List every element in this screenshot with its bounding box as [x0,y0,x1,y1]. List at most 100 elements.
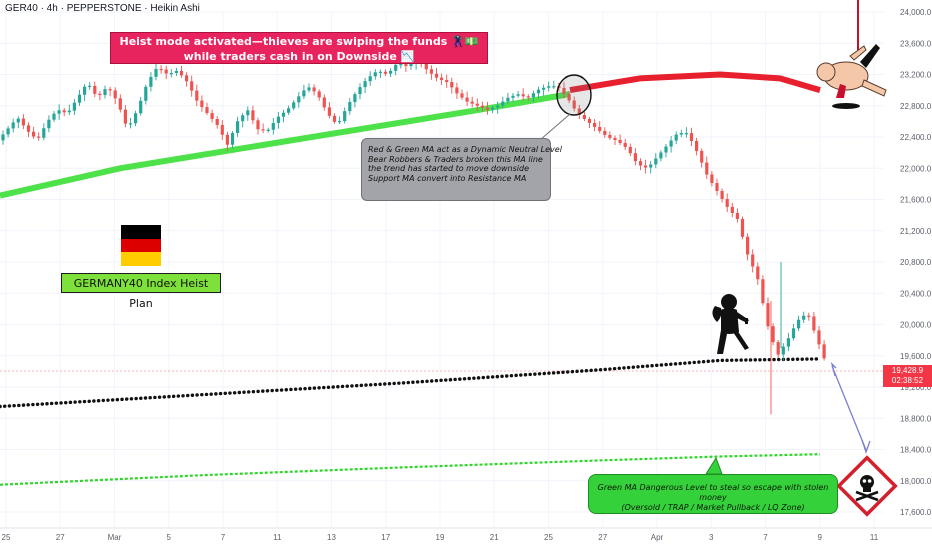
candle-body [383,71,388,74]
ma-line [0,91,571,199]
candle-body [751,254,755,267]
y-tick-label: 19,200.0 [900,383,932,392]
x-tick-label: 27 [56,533,65,542]
candle-body [623,142,627,147]
x-tick-label: 7 [221,533,226,542]
candle-body [506,97,510,102]
candle-body [93,85,97,94]
y-tick-label: 20,400.0 [900,289,932,298]
candle-body [281,112,286,117]
candle-body [501,101,505,106]
y-tick-label: 22,000.0 [900,164,932,173]
candle-body [332,115,337,122]
candle-body [526,96,530,98]
x-tick-label: 13 [327,533,336,542]
price-axis[interactable]: 17,600.0 18,000.0 18,400.0 18,800.0 19,200.0… [883,0,932,550]
candle-body [225,134,229,145]
candle-body [241,115,245,122]
candle-body [587,118,592,123]
x-tick-label: 11 [870,533,879,542]
time-axis[interactable]: 25 27 Mar 5 7 11 13 17 19 21 25 27 Apr 3 7 9 11 [0,527,932,542]
candle-body [297,96,301,103]
x-tick-label: Apr [651,533,664,542]
candle-body [511,95,515,98]
callout-line: Bear Robbers & Traders broken this MA li… [368,154,543,164]
candle-body [649,164,653,168]
bar-countdown: 02:38:52 [891,376,924,385]
x-tick-label: 17 [381,533,390,542]
symbol-title[interactable]: GER40 · 4h · PEPPERSTONE · Heikin Ashi [5,3,200,14]
x-tick-label: 25 [2,533,11,542]
y-tick-label: 24,000.0 [900,8,932,17]
candle-body [409,63,413,67]
falling-man-icon [816,0,887,109]
candle-body [547,86,551,88]
ma-line [0,357,822,409]
candle-body [618,139,622,143]
y-tick-label: 23,600.0 [900,39,932,48]
x-tick-label: 5 [167,533,172,542]
y-tick-label: 18,000.0 [900,477,932,486]
x-tick-label: 7 [763,533,768,542]
candle-body [287,108,291,113]
candle-body [455,87,459,94]
y-tick-label: 23,200.0 [900,71,932,80]
candle-body [327,107,331,116]
candle-body [679,133,683,135]
heist-plan-label: GERMANY40 Index Heist Plan [61,273,221,310]
candle-body [817,330,821,345]
candle-body [47,119,51,129]
candle-body [389,70,393,74]
candle-body [531,93,535,98]
candle-body [312,87,316,92]
y-tick-label: 21,600.0 [900,196,932,205]
candle-body [740,218,745,237]
candle-body [460,93,464,98]
callout-line: Support MA convert into Resistance MA [368,173,527,183]
candle-body [230,132,235,145]
candle-body [404,64,408,67]
candle-body [735,212,739,219]
candle-body [185,75,189,82]
candle-body [251,110,255,121]
green-note-line-1: Green MA Dangerous Level to steal so esc… [597,483,829,502]
candle-body [552,86,556,88]
y-tick-label: 22,400.0 [900,133,932,142]
candle-body [475,103,479,106]
candle-body [669,140,673,147]
candle-body [710,174,714,184]
target-arrow [831,365,867,451]
candle-body [822,344,826,359]
candle-body [582,115,586,119]
candle-body [338,121,342,123]
green-note-line-2: (Oversold / TRAP / Market Pullback / LQ … [621,503,805,512]
heist-banner: Heist mode activated—thieves are swiping… [110,32,488,64]
callout-line: Red & Green MA act as a Dynamic Neutral … [368,145,562,154]
candle-body [480,105,484,108]
candle-body [52,113,56,120]
candle-body [521,94,525,97]
candle-body [440,77,444,81]
candle-body [720,190,724,199]
candle-body [746,236,750,255]
candle-body [684,133,688,135]
candle-body [363,81,367,88]
target-arrow-tail [830,361,837,377]
candle-body [577,108,581,116]
y-tick-label: 20,800.0 [900,258,932,267]
candle-body [353,94,357,103]
candle-body [516,94,520,96]
candle-body [210,113,214,120]
candle-body [781,346,785,355]
candle-body [434,73,439,78]
candle-body [246,110,250,116]
candle-body [118,98,122,110]
candle-body [542,87,546,90]
candle-body [496,105,500,108]
x-tick-label: 27 [598,533,607,542]
candle-body [613,137,617,140]
candle-body [689,133,694,142]
candle-body [445,80,449,83]
candle-body [725,198,729,207]
candle-body [730,206,734,213]
